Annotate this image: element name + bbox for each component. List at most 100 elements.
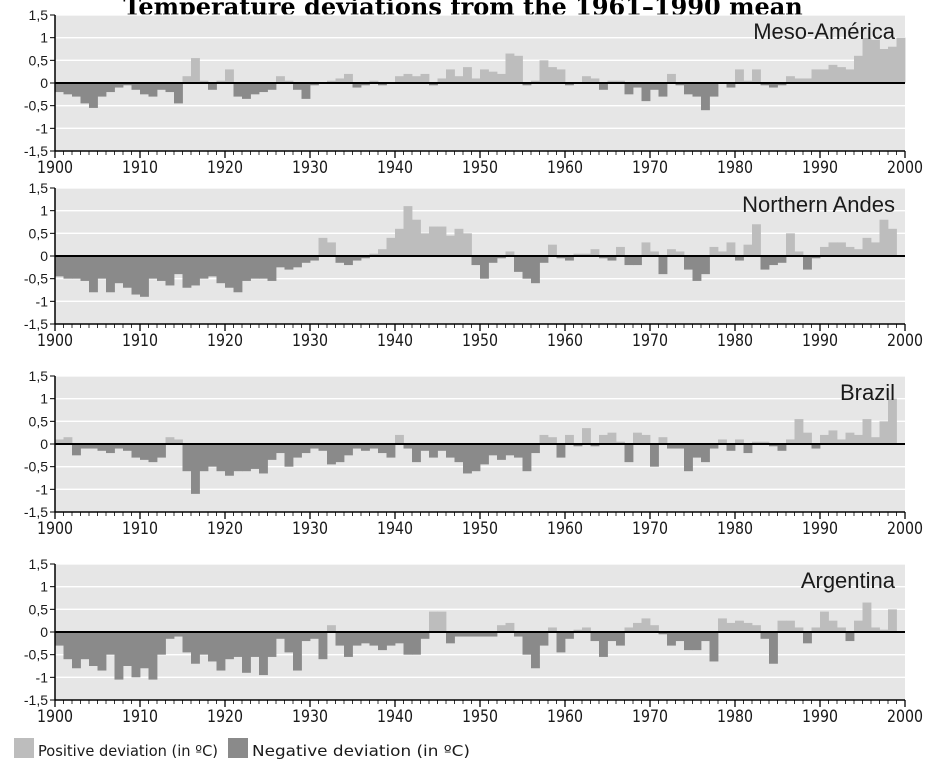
deviation-bar — [777, 620, 787, 632]
y-tick-label: 0,5 — [29, 413, 49, 429]
deviation-bar — [599, 256, 608, 259]
deviation-bar — [114, 632, 124, 680]
deviation-bar — [199, 444, 209, 472]
deviation-bar — [624, 256, 634, 266]
deviation-bar — [692, 83, 702, 97]
deviation-bar — [80, 632, 90, 660]
deviation-bar — [437, 611, 447, 632]
deviation-bar — [463, 632, 472, 637]
y-tick-label: -1,5 — [24, 692, 48, 708]
deviation-bar — [208, 632, 217, 662]
deviation-bar — [616, 632, 625, 646]
deviation-bar — [106, 444, 115, 454]
deviation-bar — [131, 444, 141, 458]
deviation-bar — [114, 444, 124, 449]
x-tick-label: 2000 — [887, 158, 923, 178]
region-label: Argentina — [801, 568, 896, 593]
deviation-bar — [599, 632, 608, 657]
deviation-bar — [862, 602, 872, 632]
deviation-bar — [820, 246, 829, 256]
deviation-bar — [344, 444, 353, 456]
deviation-bar — [327, 625, 336, 632]
deviation-bar — [463, 444, 472, 474]
x-tick-label: 1980 — [717, 331, 753, 351]
deviation-bar — [531, 256, 540, 284]
y-tick-label: 0 — [40, 248, 48, 264]
deviation-bar — [692, 256, 702, 281]
deviation-bar — [182, 632, 192, 653]
deviation-bar — [216, 632, 226, 671]
deviation-bar — [565, 256, 574, 261]
deviation-bar — [769, 632, 778, 664]
deviation-bar — [199, 632, 209, 655]
deviation-bar — [97, 256, 107, 279]
deviation-bar — [735, 69, 744, 83]
deviation-bar — [446, 632, 455, 644]
deviation-bar — [514, 55, 523, 83]
deviation-bar — [284, 80, 294, 83]
deviation-bar — [879, 219, 889, 256]
x-tick-label: 1940 — [377, 158, 413, 178]
deviation-bar — [310, 83, 319, 86]
deviation-bar — [641, 242, 651, 256]
deviation-bar — [667, 444, 676, 449]
deviation-bar — [242, 632, 251, 673]
deviation-bar — [293, 83, 302, 90]
deviation-bar — [667, 632, 676, 646]
deviation-bar — [522, 444, 532, 472]
deviation-bar — [709, 632, 719, 662]
region-label: Meso-América — [753, 19, 896, 44]
deviation-bar — [293, 632, 302, 671]
deviation-bar — [429, 611, 438, 632]
deviation-bar — [709, 83, 719, 97]
deviation-bar — [871, 627, 880, 632]
deviation-bar — [582, 428, 591, 444]
deviation-bar — [811, 627, 821, 632]
deviation-bar — [803, 78, 812, 83]
deviation-bar — [259, 632, 268, 676]
deviation-bar — [318, 632, 328, 660]
deviation-bar — [72, 256, 81, 279]
deviation-bar — [488, 71, 498, 83]
deviation-bar — [225, 256, 234, 288]
deviation-bar — [471, 632, 481, 637]
deviation-bar — [633, 432, 642, 444]
deviation-bar — [624, 627, 634, 632]
deviation-bar — [344, 632, 353, 657]
region-label: Northern Andes — [742, 192, 895, 217]
deviation-bar — [573, 444, 583, 447]
deviation-bar — [811, 444, 821, 449]
x-tick-label: 1990 — [802, 519, 838, 539]
deviation-bar — [403, 632, 413, 655]
deviation-bar — [845, 246, 855, 256]
legend-swatch-positive — [14, 738, 34, 758]
x-tick-label: 1920 — [207, 519, 243, 539]
deviation-bar — [131, 256, 141, 295]
deviation-bar — [709, 444, 719, 449]
deviation-bar — [284, 256, 294, 270]
deviation-bar — [769, 83, 778, 88]
deviation-bar — [718, 251, 727, 256]
deviation-bar — [539, 60, 549, 83]
deviation-bar — [641, 618, 651, 632]
y-tick-label: -1 — [36, 669, 49, 685]
deviation-bar — [505, 53, 515, 83]
y-tick-label: 1,5 — [29, 7, 49, 23]
deviation-bar — [165, 632, 175, 639]
deviation-bar — [208, 83, 217, 90]
deviation-bar — [191, 444, 200, 494]
deviation-bar — [633, 622, 642, 632]
deviation-bar — [709, 246, 719, 256]
legend-label-negative: Negative deviation (in ºC) — [252, 742, 470, 760]
deviation-bar — [106, 83, 115, 93]
deviation-bar — [871, 39, 880, 83]
deviation-bar — [140, 256, 149, 297]
deviation-bar — [777, 83, 787, 86]
deviation-bar — [395, 632, 404, 644]
deviation-bar — [667, 249, 676, 256]
deviation-bar — [726, 444, 736, 451]
deviation-bar — [616, 246, 625, 256]
deviation-bar — [318, 444, 328, 451]
deviation-bar — [233, 83, 243, 97]
